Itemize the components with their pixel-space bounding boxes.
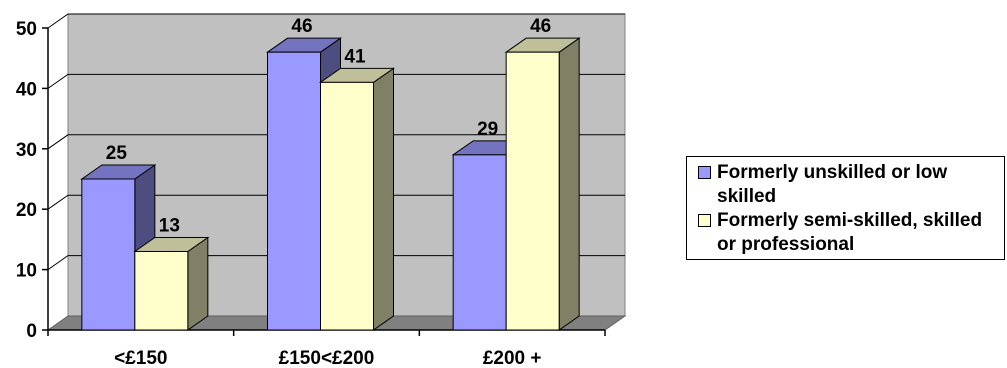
x-tick-label-0: <£150 <box>114 348 167 368</box>
bar-s1-c2-front <box>267 51 321 331</box>
y-tick-label-5: 50 <box>16 19 37 40</box>
y-tick-label-1: 10 <box>16 261 37 282</box>
chart-legend: Formerly unskilled or low skilled Former… <box>686 156 1005 260</box>
data-label-s1-c1: 25 <box>106 143 128 164</box>
gridline-1 <box>47 255 625 271</box>
legend-item-series-2: Formerly semi-skilled, skilled or profes… <box>698 209 997 257</box>
legend-label-series-1: Formerly unskilled or low skilled <box>717 162 948 207</box>
bar-s1-c1-front <box>81 178 136 331</box>
gridline-5 <box>47 13 625 29</box>
legend-item-series-1: Formerly unskilled or low skilled <box>698 161 997 209</box>
data-label-s2-c1: 13 <box>159 215 180 236</box>
y-tick-label-4: 40 <box>16 79 37 100</box>
bar-s2-c3 <box>504 37 581 331</box>
legend-swatch-series-1 <box>698 166 711 179</box>
data-label-s2-c2: 41 <box>344 46 366 67</box>
bar-s2-c1-front <box>134 250 189 331</box>
data-label-s1-c3: 29 <box>477 119 498 140</box>
gridline-3 <box>47 134 625 150</box>
chart-marks <box>80 37 581 331</box>
bar-s2-c2 <box>318 67 396 331</box>
legend-label-series-2: Formerly semi-skilled, skilled or profes… <box>717 210 983 255</box>
legend-swatch-series-2 <box>698 214 711 227</box>
y-tick-label-3: 30 <box>16 140 37 161</box>
gridline-2 <box>47 194 625 210</box>
y-tick-label-2: 20 <box>16 200 37 221</box>
x-tick-label-1: £150<£200 <box>279 348 375 368</box>
bar-s1-c3-front <box>452 154 507 331</box>
data-label-s1-c2: 46 <box>291 16 312 37</box>
data-label-s2-c3: 46 <box>530 16 551 37</box>
bar-s2-c2-front <box>320 81 374 331</box>
bar-s2-c1 <box>133 236 210 331</box>
y-tick-label-0: 0 <box>26 321 37 342</box>
bar-s2-c1-side <box>187 236 209 331</box>
chart-labels: 0 10 20 30 40 50 <£150 £150<£200 £200 + 25 13 46 41 2… <box>16 16 551 368</box>
x-tick-label-2: £200 + <box>483 348 542 368</box>
bar-s2-c3-side <box>558 37 580 331</box>
bar-s2-c2-side <box>373 67 394 331</box>
bar-s2-c3-front <box>505 51 560 331</box>
gridline-4 <box>47 73 625 89</box>
